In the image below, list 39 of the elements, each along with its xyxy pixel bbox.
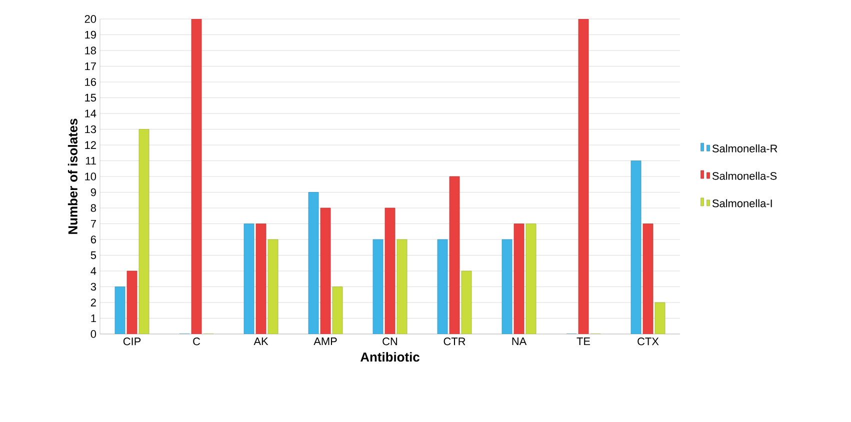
y-axis-title: Number of isolates	[68, 118, 78, 234]
y-tick-label: 6	[90, 236, 96, 244]
y-tick-label: 13	[85, 125, 96, 134]
y-tick-label: 3	[90, 282, 96, 291]
y-tick-label: 14	[85, 110, 96, 118]
bar	[191, 18, 202, 334]
y-tick-label: 16	[85, 78, 96, 86]
y-tick-label: 12	[85, 141, 96, 149]
x-tick-label: CIP	[123, 338, 141, 346]
x-axis-title: Antibiotic	[360, 352, 420, 362]
bar	[578, 18, 589, 334]
y-tick-label: 19	[85, 30, 96, 39]
y-tick-label: 2	[90, 298, 96, 306]
legend-label: Salmonella-R	[712, 144, 778, 152]
x-tick-label: TE	[576, 338, 590, 346]
legend-label: Salmonella-I	[712, 199, 772, 208]
y-tick-label: 15	[85, 94, 96, 102]
y-tick-label: 5	[90, 251, 96, 260]
y-tick-label: 17	[85, 62, 96, 70]
legend-label: Salmonella-S	[712, 172, 777, 180]
y-tick-label: 18	[85, 46, 96, 54]
y-tick-label: 10	[85, 172, 96, 180]
y-tick-label: 4	[90, 267, 96, 275]
y-tick-label: 8	[90, 204, 96, 212]
x-tick-label: CTR	[444, 338, 466, 346]
x-tick-label: CTX	[638, 338, 659, 346]
x-tick-label: NA	[512, 338, 527, 346]
bar	[630, 160, 642, 334]
x-tick-label: AK	[254, 338, 268, 346]
y-tick-label: 7	[90, 220, 96, 228]
x-tick-label: CN	[382, 338, 398, 346]
bar	[138, 129, 150, 334]
y-tick-label: 1	[91, 314, 96, 322]
y-tick-label: 11	[86, 156, 96, 165]
y-tick-label: 0	[90, 330, 96, 338]
y-tick-label: 20	[84, 15, 96, 23]
x-tick-label: AMP	[314, 338, 337, 346]
y-tick-label: 9	[90, 188, 96, 196]
x-tick-label: C	[193, 338, 200, 346]
